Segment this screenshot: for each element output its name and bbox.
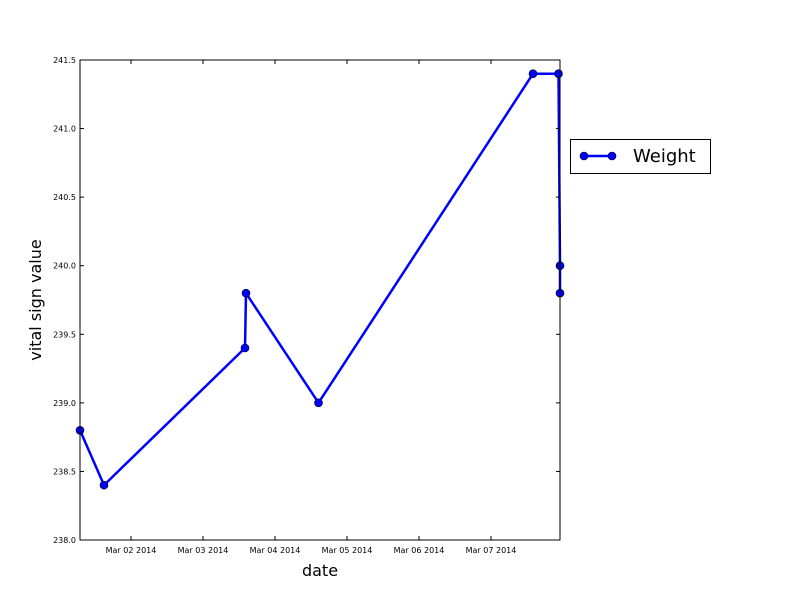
data-point — [241, 288, 251, 298]
y-tick-label: 241.0 — [53, 125, 76, 134]
y-tick-label: 241.5 — [53, 56, 76, 65]
y-axis-ticks: 238.0 238.5 239.0 239.5 240.0 240.5 241.0 241.5 — [53, 56, 560, 545]
data-point — [528, 69, 538, 79]
y-tick-label: 239.0 — [53, 399, 76, 408]
plot-background — [80, 60, 560, 540]
plot-frame — [79, 59, 561, 541]
data-point — [314, 398, 323, 408]
x-tick-label: Mar 06 2014 — [394, 546, 445, 555]
x-axis-label: date — [302, 561, 338, 580]
legend-marker — [607, 151, 617, 161]
data-point — [240, 343, 250, 353]
y-tick-label: 240.0 — [53, 262, 76, 271]
data-point — [99, 480, 109, 490]
x-tick-label: Mar 07 2014 — [466, 546, 517, 555]
legend-label-weight: Weight — [633, 146, 696, 167]
data-point — [554, 69, 563, 79]
x-axis-ticks: Mar 02 2014 Mar 03 2014 Mar 04 2014 Mar 05 … — [106, 60, 517, 555]
x-tick-label: Mar 02 2014 — [106, 546, 157, 555]
y-tick-label: 238.0 — [53, 536, 76, 545]
legend: Weight — [570, 139, 711, 174]
y-tick-label: 239.5 — [53, 330, 76, 339]
y-tick-label: 240.5 — [53, 193, 76, 202]
plot-area — [80, 60, 560, 540]
x-tick-label: Mar 03 2014 — [178, 546, 229, 555]
x-tick-label: Mar 05 2014 — [322, 546, 373, 555]
legend-marker — [579, 151, 589, 161]
y-tick-label: 238.5 — [53, 467, 76, 476]
x-tick-label: Mar 04 2014 — [250, 546, 301, 555]
y-axis-label: vital sign value — [26, 239, 45, 360]
